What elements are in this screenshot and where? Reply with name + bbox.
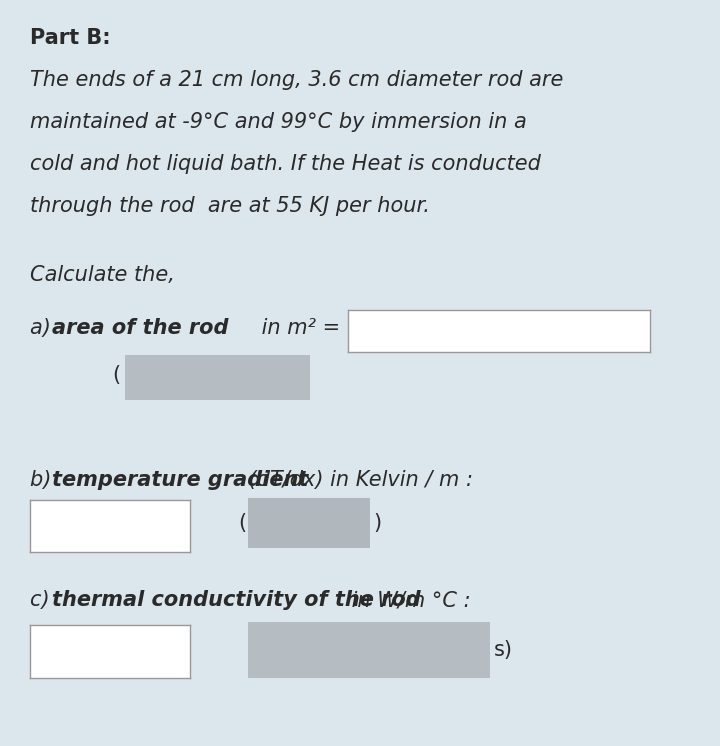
Text: temperature gradient: temperature gradient — [52, 470, 308, 490]
Text: in W/m °C :: in W/m °C : — [345, 590, 471, 610]
Text: Part B:: Part B: — [30, 28, 111, 48]
Text: The ends of a 21 cm long, 3.6 cm diameter rod are: The ends of a 21 cm long, 3.6 cm diamete… — [30, 70, 563, 90]
Text: b): b) — [30, 470, 58, 490]
Text: through the rod  are at 55 KJ per hour.: through the rod are at 55 KJ per hour. — [30, 196, 430, 216]
Text: (dT/dx) in Kelvin / m :: (dT/dx) in Kelvin / m : — [242, 470, 473, 490]
Text: a): a) — [30, 318, 58, 338]
Text: Calculate the,: Calculate the, — [30, 265, 175, 285]
Text: (: ( — [238, 513, 246, 533]
Text: area of the rod: area of the rod — [52, 318, 228, 338]
Text: in m² =: in m² = — [255, 318, 340, 338]
Text: s): s) — [494, 640, 513, 660]
Text: maintained at -9°C and 99°C by immersion in a: maintained at -9°C and 99°C by immersion… — [30, 112, 527, 132]
Text: cold and hot liquid bath. If the Heat is conducted: cold and hot liquid bath. If the Heat is… — [30, 154, 541, 174]
Text: (: ( — [112, 365, 120, 385]
Text: thermal conductivity of the rod: thermal conductivity of the rod — [52, 590, 420, 610]
Text: ): ) — [373, 513, 381, 533]
Text: c): c) — [30, 590, 56, 610]
